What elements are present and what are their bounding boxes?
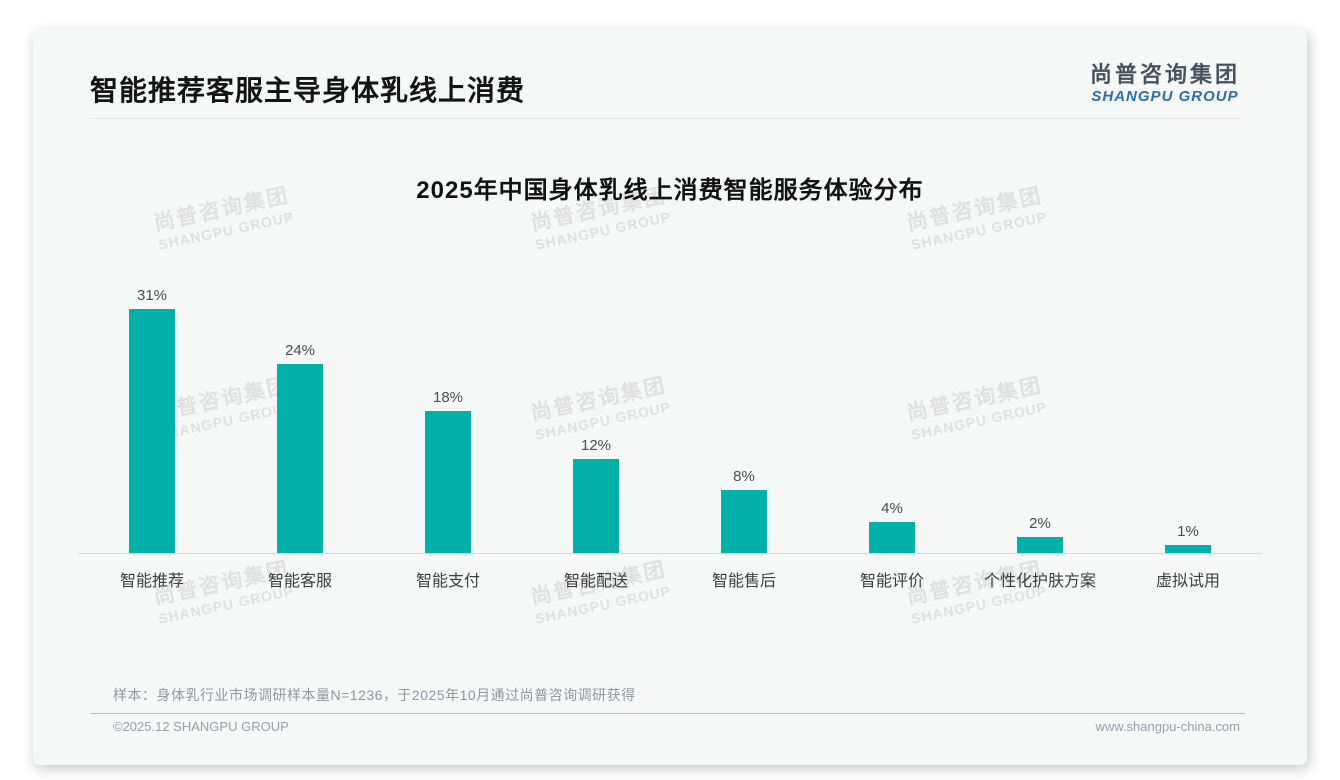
x-axis-category-labels: 智能推荐 智能客服 智能支付 智能配送 智能售后 智能评价 个性化护肤方案 虚拟试用	[78, 567, 1262, 591]
category-label: 智能售后	[711, 573, 776, 590]
logo-chinese-text: 尚普咨询集团	[1089, 62, 1240, 87]
shangpu-logo: 尚普咨询集团 SHANGPU GROUP	[1090, 62, 1240, 105]
category-label: 智能配送	[563, 573, 628, 590]
footer: ©2025.12 SHANGPU GROUP www.shangpu-china…	[113, 719, 1240, 734]
bar-value-label: 18%	[432, 389, 464, 406]
category-label: 虚拟试用	[1155, 573, 1220, 590]
bar-column: 8%	[670, 283, 818, 553]
bar	[277, 364, 323, 553]
bar-chart-plot-area: 31% 24% 18% 12% 8% 4% 2% 1%	[78, 283, 1262, 553]
bar	[721, 490, 767, 553]
bar	[425, 411, 471, 553]
copyright-text: ©2025.12 SHANGPU GROUP	[113, 719, 289, 734]
bar-value-label: 12%	[580, 437, 612, 454]
bar-column: 2%	[966, 283, 1114, 553]
bar	[1165, 545, 1211, 553]
bar-column: 12%	[522, 283, 670, 553]
bar-value-label: 31%	[136, 287, 168, 304]
report-card: 尚普咨询集团 SHANGPU GROUP 尚普咨询集团 SHANGPU GROUP 尚普…	[33, 30, 1307, 765]
category-label: 智能支付	[415, 573, 480, 590]
bar-column: 18%	[374, 283, 522, 553]
bar-value-label: 2%	[1029, 515, 1051, 532]
footer-divider	[90, 713, 1245, 714]
category-label: 个性化护肤方案	[983, 573, 1096, 590]
bar	[573, 459, 619, 553]
bar-value-label: 24%	[284, 342, 316, 359]
bar-column: 4%	[818, 283, 966, 553]
category-label: 智能评价	[859, 573, 924, 590]
bar	[869, 522, 915, 553]
bar	[129, 309, 175, 553]
sample-note: 样本：身体乳行业市场调研样本量N=1236，于2025年10月通过尚普咨询调研获…	[113, 687, 636, 703]
bar-column: 24%	[226, 283, 374, 553]
website-url: www.shangpu-china.com	[1095, 719, 1240, 734]
bar	[1017, 537, 1063, 553]
logo-english-text: SHANGPU GROUP	[1091, 88, 1239, 105]
bar-value-label: 8%	[733, 468, 755, 485]
bar-value-label: 1%	[1177, 523, 1199, 540]
bar-column: 31%	[78, 283, 226, 553]
header-divider	[90, 118, 1240, 119]
x-axis-line	[78, 553, 1262, 554]
chart-title: 2025年中国身体乳线上消费智能服务体验分布	[416, 177, 924, 204]
bar-value-label: 4%	[881, 500, 903, 517]
page-title: 智能推荐客服主导身体乳线上消费	[90, 75, 526, 106]
category-label: 智能推荐	[119, 573, 184, 590]
category-label: 智能客服	[267, 573, 332, 590]
content-layer: 智能推荐客服主导身体乳线上消费 尚普咨询集团 SHANGPU GROUP 202…	[33, 30, 1307, 765]
bar-column: 1%	[1114, 283, 1262, 553]
